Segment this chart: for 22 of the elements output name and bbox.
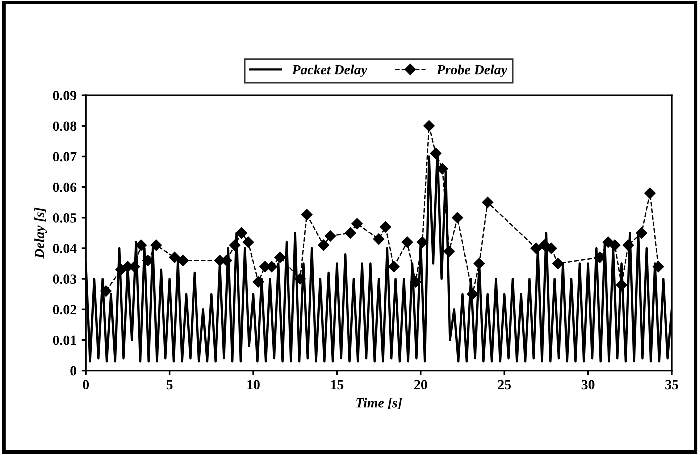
y-tick-label: 0.07 [53,152,77,162]
y-tick-label: 0.04 [53,244,77,254]
legend-label: Probe Delay [436,64,508,78]
x-tick-label: 10 [248,380,260,390]
x-tick-label: 0 [83,380,90,390]
y-tick-label: 0.05 [53,213,77,223]
x-tick-label: 30 [582,380,595,390]
y-tick-label: 0.08 [53,122,77,132]
x-tick-label: 25 [498,380,512,390]
x-tick-label: 35 [666,380,678,390]
x-tick-label: 5 [166,380,173,390]
legend-label: Packet Delay [292,64,368,78]
y-tick-label: 0.09 [53,91,77,101]
x-axis-title: Time [s] [356,398,402,410]
y-tick-label: 0.06 [53,182,77,192]
y-tick-label: 0 [70,366,77,376]
y-tick-label: 0.01 [53,336,76,346]
x-tick-label: 20 [414,380,428,390]
x-tick-label: 15 [331,380,344,390]
y-tick-label: 0.02 [53,305,76,315]
y-axis-title: Delay [s] [34,208,48,259]
y-tick-label: 0.03 [53,274,77,284]
